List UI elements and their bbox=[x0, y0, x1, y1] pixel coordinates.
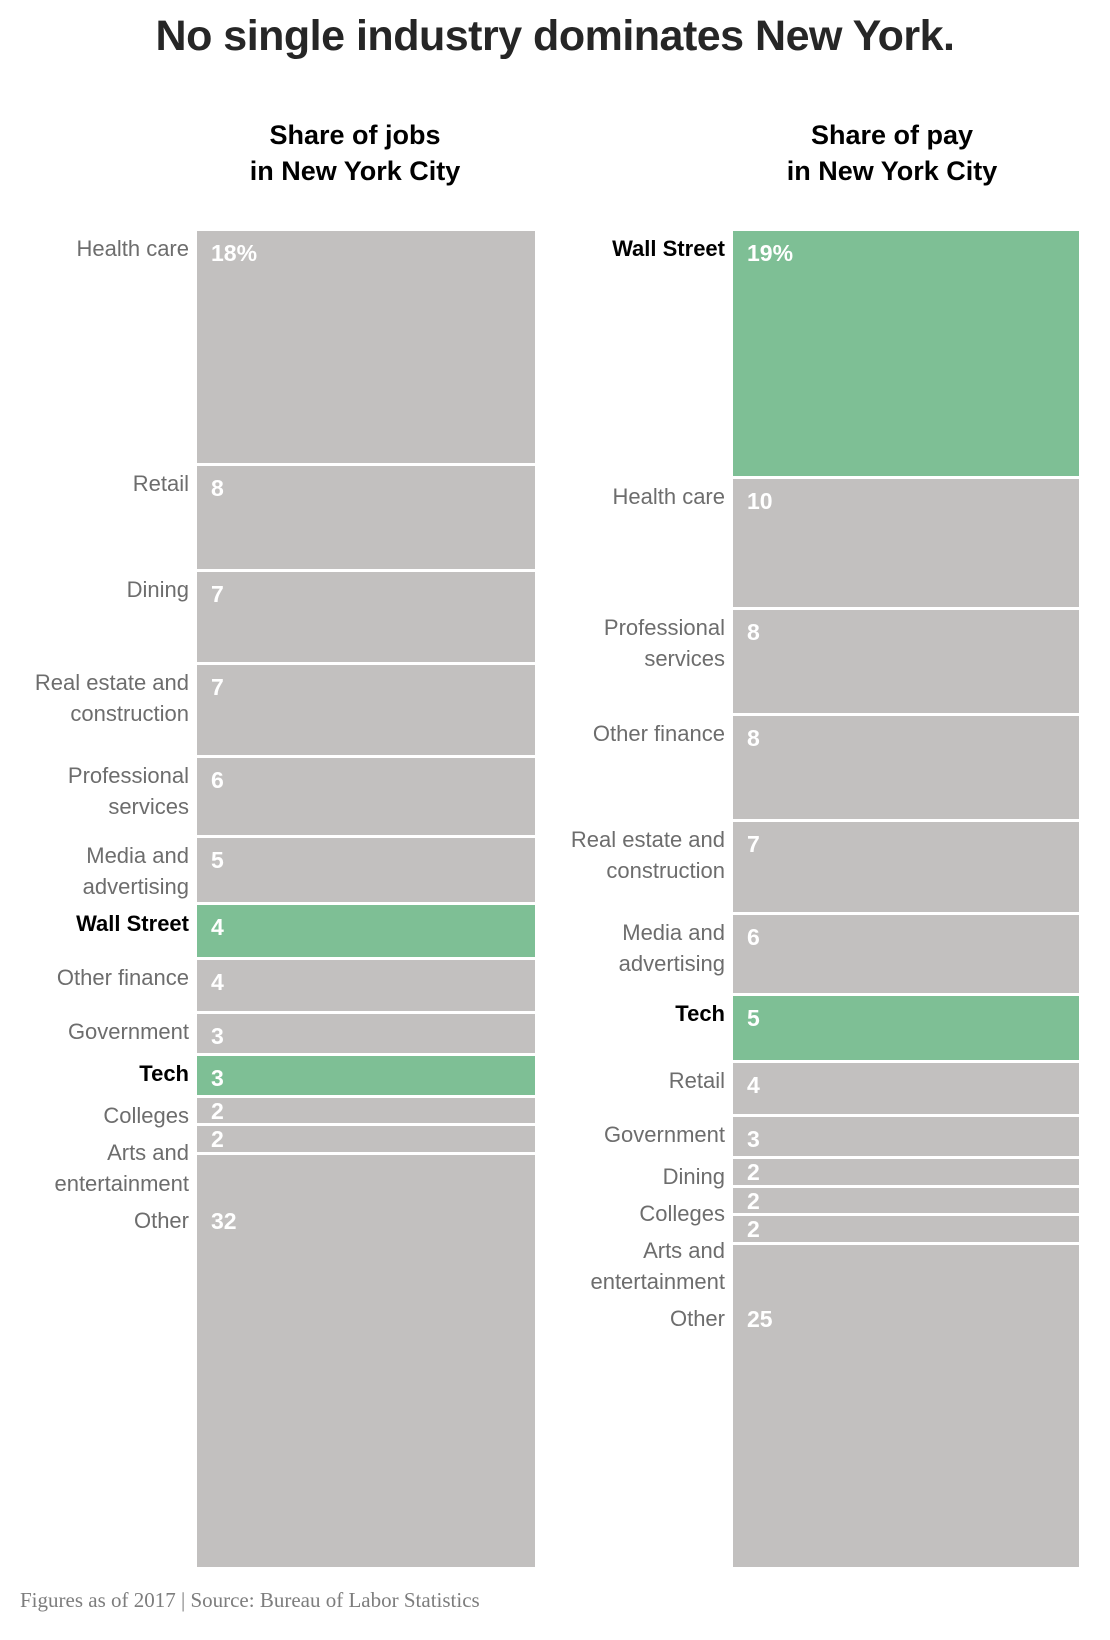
bar-segment-pay-12 bbox=[733, 1245, 1079, 1567]
bar-value-pay-1: 10 bbox=[747, 488, 773, 514]
bar-value-pay-5: 6 bbox=[747, 924, 760, 950]
bar-value-pay-9: 2 bbox=[747, 1159, 760, 1185]
bar-value-jobs-0: 18% bbox=[211, 240, 258, 266]
bar-label-jobs-7: Other finance bbox=[56, 965, 189, 990]
bar-label-pay-6: Tech bbox=[675, 1001, 725, 1026]
bar-label-jobs-0: Health care bbox=[76, 236, 189, 261]
chart-header-jobs: Share of jobs in New York City bbox=[155, 117, 555, 189]
bar-label-jobs-11: Arts and entertainment bbox=[54, 1140, 189, 1196]
bar-segment-pay-11 bbox=[733, 1216, 1079, 1242]
bar-segment-pay-1 bbox=[733, 479, 1079, 607]
bar-label-jobs-2: Dining bbox=[126, 577, 189, 602]
bar-value-jobs-4: 6 bbox=[211, 767, 224, 793]
bar-segment-pay-0 bbox=[733, 231, 1079, 476]
bar-label-jobs-10: Colleges bbox=[103, 1103, 189, 1128]
bar-label-jobs-8: Government bbox=[67, 1019, 189, 1044]
bar-segment-pay-7 bbox=[733, 1063, 1079, 1114]
bar-value-jobs-9: 3 bbox=[211, 1065, 224, 1091]
bar-value-jobs-2: 7 bbox=[211, 581, 224, 607]
chart-header-pay-line2: in New York City bbox=[786, 156, 998, 186]
bar-segment-pay-9 bbox=[733, 1159, 1079, 1185]
bar-label-jobs-3: Real estate and construction bbox=[34, 670, 189, 726]
bar-value-pay-4: 7 bbox=[747, 831, 760, 857]
bar-value-pay-6: 5 bbox=[747, 1005, 760, 1031]
bar-segment-pay-8 bbox=[733, 1117, 1079, 1156]
bar-value-jobs-3: 7 bbox=[211, 674, 224, 700]
bar-value-jobs-5: 5 bbox=[211, 847, 224, 873]
bar-segment-jobs-11 bbox=[197, 1126, 535, 1152]
bar-segment-jobs-5 bbox=[197, 838, 535, 902]
bar-segment-pay-2 bbox=[733, 610, 1079, 713]
bar-segment-pay-6 bbox=[733, 996, 1079, 1060]
bar-value-pay-2: 8 bbox=[747, 619, 760, 645]
chart-pay: Wall Street 19% Health care 10 Professional s… bbox=[544, 231, 1079, 1571]
bar-value-pay-3: 8 bbox=[747, 725, 760, 751]
bar-label-jobs-1: Retail bbox=[132, 471, 189, 496]
bar-segment-pay-10 bbox=[733, 1188, 1079, 1213]
bar-segment-jobs-8 bbox=[197, 1014, 535, 1053]
bar-label-jobs-12: Other bbox=[133, 1208, 189, 1233]
chart-header-jobs-line1: Share of jobs bbox=[269, 120, 441, 150]
bar-segment-jobs-9 bbox=[197, 1056, 535, 1095]
bar-label-pay-11: Arts and entertainment bbox=[590, 1238, 725, 1294]
bar-value-pay-0: 19% bbox=[747, 240, 794, 266]
bar-label-jobs-9: Tech bbox=[139, 1061, 189, 1086]
bar-value-jobs-1: 8 bbox=[211, 475, 224, 501]
bar-segment-jobs-2 bbox=[197, 572, 535, 662]
bar-segment-jobs-12 bbox=[197, 1155, 535, 1567]
bar-label-pay-1: Health care bbox=[612, 484, 725, 509]
bar-label-pay-7: Retail bbox=[668, 1068, 725, 1093]
bar-segment-jobs-10 bbox=[197, 1098, 535, 1123]
bar-label-pay-9: Dining bbox=[662, 1164, 725, 1189]
bar-value-pay-7: 4 bbox=[747, 1072, 760, 1098]
bar-segment-pay-4 bbox=[733, 822, 1079, 912]
bar-label-pay-2: Professional services bbox=[603, 615, 725, 671]
bar-label-jobs-6: Wall Street bbox=[76, 911, 189, 936]
bar-value-jobs-8: 3 bbox=[211, 1023, 224, 1049]
bar-value-pay-12: 25 bbox=[747, 1306, 773, 1332]
bar-segment-jobs-1 bbox=[197, 466, 535, 569]
bar-segment-pay-5 bbox=[733, 915, 1079, 993]
bar-label-jobs-5: Media and advertising bbox=[82, 843, 189, 899]
chart-header-pay-line1: Share of pay bbox=[810, 120, 974, 150]
bar-segment-jobs-4 bbox=[197, 758, 535, 835]
chart-jobs: Health care 18% Retail 8 Dining 7 Real estate … bbox=[0, 231, 535, 1571]
bar-label-pay-5: Media and advertising bbox=[618, 920, 725, 976]
bar-label-pay-8: Government bbox=[603, 1122, 725, 1147]
bar-value-pay-10: 2 bbox=[747, 1188, 760, 1214]
bar-label-pay-10: Colleges bbox=[639, 1201, 725, 1226]
chart-header-pay: Share of pay in New York City bbox=[692, 117, 1092, 189]
bar-value-jobs-11: 2 bbox=[211, 1126, 224, 1152]
bar-value-pay-8: 3 bbox=[747, 1126, 760, 1152]
bar-segment-pay-3 bbox=[733, 716, 1079, 819]
bar-label-pay-12: Other bbox=[669, 1306, 725, 1331]
bar-value-jobs-12: 32 bbox=[211, 1208, 237, 1234]
bar-label-pay-0: Wall Street bbox=[612, 236, 725, 261]
bar-value-pay-11: 2 bbox=[747, 1216, 760, 1242]
bar-segment-jobs-0 bbox=[197, 231, 535, 463]
bar-value-jobs-6: 4 bbox=[211, 914, 224, 940]
page-title: No single industry dominates New York. bbox=[155, 12, 955, 60]
bar-value-jobs-10: 2 bbox=[211, 1098, 224, 1124]
bar-segment-jobs-6 bbox=[197, 905, 535, 957]
bar-label-pay-3: Other finance bbox=[592, 721, 725, 746]
bar-segment-jobs-7 bbox=[197, 960, 535, 1011]
bar-segment-jobs-3 bbox=[197, 665, 535, 755]
source-note: Figures as of 2017 | Source: Bureau of L… bbox=[20, 1588, 480, 1612]
bar-label-jobs-4: Professional services bbox=[67, 763, 189, 819]
bar-value-jobs-7: 4 bbox=[211, 969, 224, 995]
bar-label-pay-4: Real estate and construction bbox=[570, 827, 725, 883]
chart-header-jobs-line2: in New York City bbox=[249, 156, 461, 186]
